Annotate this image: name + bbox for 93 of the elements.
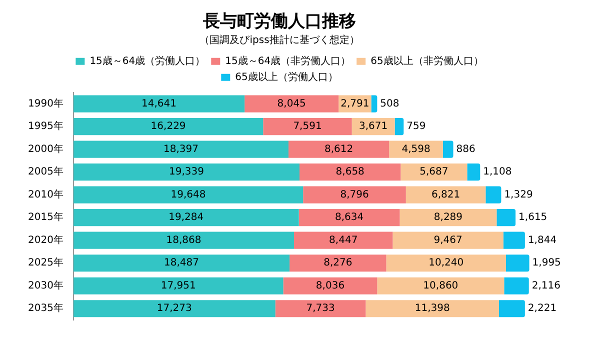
data-label: 7,591	[293, 121, 322, 132]
data-label: 7,733	[306, 303, 335, 314]
y-tick-label: 2010年	[28, 188, 64, 200]
y-tick-label: 2005年	[28, 166, 64, 178]
bar	[288, 140, 390, 158]
y-tick-label: 1995年	[28, 120, 64, 132]
bar	[73, 300, 276, 318]
data-label: 1,844	[528, 234, 557, 246]
data-label: 5,687	[420, 166, 448, 178]
y-tick-label: 2030年	[28, 279, 64, 292]
data-label: 508	[380, 98, 400, 110]
bar	[400, 164, 468, 181]
bar	[294, 232, 393, 249]
bar	[73, 254, 290, 272]
data-label: 8,289	[434, 212, 463, 224]
bar	[275, 300, 366, 318]
data-label: 8,447	[329, 234, 358, 246]
bar	[442, 140, 454, 158]
bar	[467, 164, 480, 181]
data-label: 19,648	[170, 189, 206, 200]
data-label: 19,284	[168, 212, 204, 224]
bar	[366, 300, 499, 318]
data-label: 1,995	[532, 258, 561, 269]
chart-subtitle: （国調及びipss推計に基づく想定）	[200, 34, 360, 46]
bar	[394, 118, 404, 136]
data-label: 2,221	[528, 303, 557, 314]
bar	[496, 209, 516, 226]
data-label: 18,397	[163, 144, 198, 155]
legend-label: 15歳～64歳（非労働人口）	[225, 54, 351, 67]
data-label: 8,036	[316, 280, 345, 292]
bar	[300, 164, 401, 181]
data-label: 8,658	[336, 166, 364, 178]
data-label: 10,240	[428, 258, 464, 269]
data-label: 18,487	[164, 258, 199, 269]
bar	[73, 277, 284, 294]
legend-label: 65歳以上（非労働人口）	[370, 54, 484, 67]
bar	[73, 209, 299, 226]
data-label: 3,671	[359, 121, 388, 132]
y-tick-label: 2025年	[28, 256, 64, 269]
data-label: 14,641	[142, 98, 177, 110]
bar	[244, 95, 339, 112]
legend-label: 65歳以上（労働人口）	[235, 70, 338, 83]
bar	[263, 118, 352, 136]
data-label: 8,612	[324, 144, 354, 155]
y-tick-label: 2015年	[28, 211, 64, 224]
bar	[73, 164, 300, 181]
chart-title: 長与町労働人口推移	[202, 12, 356, 32]
data-label: 17,273	[156, 303, 192, 314]
data-label: 8,634	[334, 212, 364, 224]
data-label: 1,108	[483, 166, 512, 178]
bar	[506, 254, 530, 272]
data-label: 16,229	[150, 121, 186, 132]
bar	[73, 232, 294, 249]
data-label: 2,116	[532, 280, 561, 292]
bar	[406, 186, 486, 204]
data-label: 759	[406, 121, 426, 132]
y-tick-label: 1990年	[28, 97, 64, 110]
data-label: 8,796	[340, 189, 369, 200]
data-label: 886	[456, 144, 476, 155]
y-tick-label: 2035年	[28, 302, 64, 314]
data-label: 8,276	[324, 258, 352, 269]
bar	[73, 118, 264, 136]
bar	[73, 140, 288, 158]
data-label: 4,598	[402, 144, 430, 155]
data-label: 11,398	[414, 303, 450, 314]
data-label: 6,821	[431, 189, 460, 200]
data-label: 1,329	[504, 189, 533, 200]
legend-label: 15歳～64歳（労働人口）	[90, 54, 206, 67]
bar	[73, 186, 304, 204]
bar	[504, 277, 529, 294]
data-label: 1,615	[518, 212, 548, 224]
bar	[386, 254, 506, 272]
y-tick-label: 2000年	[28, 142, 64, 155]
data-label: 18,868	[166, 234, 202, 246]
bar	[303, 186, 406, 204]
bar	[73, 95, 245, 112]
bar	[377, 277, 504, 294]
bar	[283, 277, 378, 294]
data-label: 19,339	[168, 166, 204, 178]
bar	[400, 209, 497, 226]
bar	[371, 95, 378, 112]
bar	[298, 209, 400, 226]
data-label: 9,467	[434, 234, 462, 246]
bar	[392, 232, 504, 249]
data-label: 2,791	[340, 98, 370, 110]
data-label: 17,951	[160, 280, 196, 292]
bar	[486, 186, 502, 204]
bar	[498, 300, 525, 318]
data-label: 10,860	[423, 280, 458, 292]
bar	[503, 232, 525, 249]
data-label: 8,045	[277, 98, 306, 110]
bar	[290, 254, 386, 272]
y-tick-label: 2020年	[28, 234, 64, 246]
